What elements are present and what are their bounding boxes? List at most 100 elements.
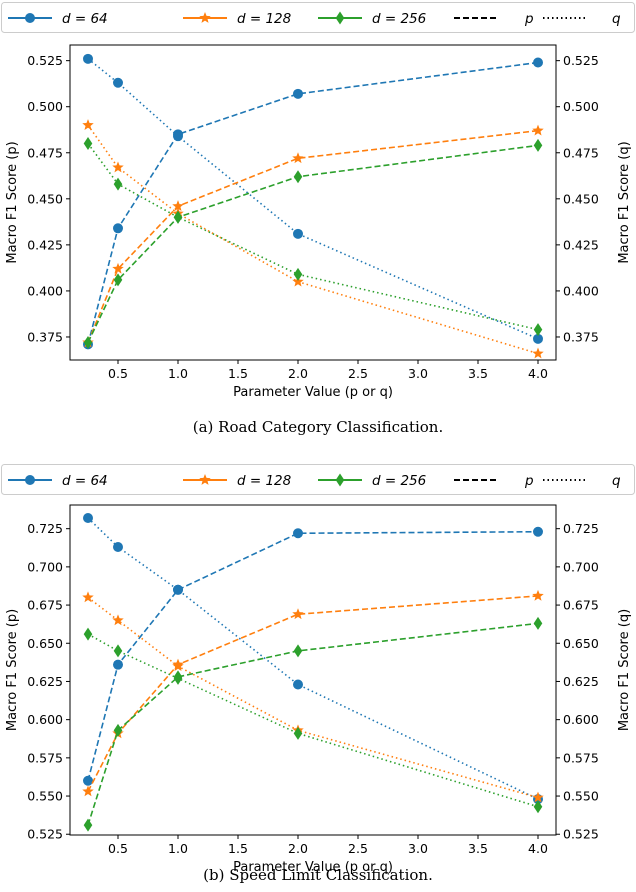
data-point: [83, 818, 93, 832]
y-left-tick-label: 0.525: [27, 53, 63, 68]
y-right-tick-label: 0.575: [563, 750, 599, 765]
legend-entry: d = 256: [318, 473, 426, 489]
series-line: [87, 622, 539, 826]
legend-entry: p: [454, 473, 534, 489]
y-right-tick-label: 0.525: [563, 827, 599, 842]
figure-caption: (b) Speed Limit Classification.: [203, 866, 433, 884]
y-right-tick-label: 0.425: [563, 237, 599, 252]
legend-entry: d = 128: [183, 11, 291, 27]
y-right-tick-label: 0.700: [563, 559, 599, 574]
series: [83, 526, 543, 786]
series-line: [87, 530, 539, 781]
x-tick-label: 3.0: [408, 366, 428, 381]
y-left-tick-label: 0.575: [27, 750, 63, 765]
y-left-tick-label: 0.700: [27, 559, 63, 574]
series-line: [87, 633, 539, 808]
data-point: [83, 512, 93, 523]
legend-label-text: d = 64: [62, 473, 108, 489]
data-point: [113, 644, 123, 658]
legend-entry: d = 128: [183, 473, 291, 489]
data-point: [173, 584, 183, 595]
data-point: [113, 659, 123, 670]
y-right-tick-label: 0.525: [563, 53, 599, 68]
data-point: [293, 679, 303, 690]
data-point: [292, 275, 304, 287]
y-left-tick-label: 0.550: [27, 789, 63, 804]
data-point: [83, 336, 93, 349]
x-tick-label: 4.0: [528, 366, 548, 381]
legend-entry: d = 64: [8, 473, 108, 489]
x-tick-label: 3.5: [468, 366, 488, 381]
y-right-tick-label: 0.450: [563, 191, 599, 206]
series-line: [87, 61, 539, 345]
data-point: [533, 138, 543, 152]
legend-entry: q: [543, 11, 621, 27]
legend-label-text: q: [612, 11, 621, 27]
y-left-tick-label: 0.675: [27, 598, 63, 613]
data-point: [533, 323, 543, 337]
data-point: [113, 77, 123, 88]
series-line: [87, 129, 539, 343]
series: [83, 627, 543, 814]
data-point: [533, 616, 543, 630]
y-left-tick-label: 0.400: [27, 283, 63, 298]
y-left-tick-label: 0.375: [27, 329, 63, 344]
x-tick-label: 2.5: [348, 841, 368, 856]
series: [83, 53, 543, 344]
data-point: [82, 591, 94, 603]
y-right-tick-label: 0.725: [563, 521, 599, 536]
y-right-tick-label: 0.475: [563, 145, 599, 160]
series-line: [87, 144, 539, 343]
data-point: [83, 137, 93, 151]
legend-label-text: d = 256: [372, 11, 426, 27]
y-left-tick-label: 0.600: [27, 712, 63, 727]
y-axis-label-right: Macro F1 Score (q): [617, 609, 632, 731]
series: [83, 512, 543, 805]
data-point: [173, 210, 183, 224]
y-left-tick-label: 0.725: [27, 521, 63, 536]
legend-entry: d = 256: [318, 11, 426, 27]
y-left-tick-label: 0.475: [27, 145, 63, 160]
data-point: [83, 53, 93, 64]
data-point: [172, 660, 184, 672]
legend-marker: [199, 12, 211, 23]
legend-label-text: d = 64: [62, 11, 108, 27]
legend-marker: [25, 13, 35, 23]
data-point: [533, 526, 543, 537]
x-axis-label: Parameter Value (p or q): [233, 860, 393, 875]
y-right-tick-label: 0.675: [563, 598, 599, 613]
y-right-tick-label: 0.600: [563, 712, 599, 727]
x-tick-label: 3.0: [408, 841, 428, 856]
data-point: [292, 608, 304, 620]
legend-b: d = 64 d = 128 d = 256 p q: [1, 464, 635, 495]
x-tick-label: 0.5: [108, 366, 128, 381]
data-point: [113, 223, 123, 234]
series: [83, 616, 543, 832]
x-tick-label: 1.5: [228, 841, 248, 856]
series-line: [87, 143, 539, 331]
series: [82, 589, 544, 797]
series: [82, 119, 544, 359]
plot-frame: [69, 44, 557, 361]
y-left-tick-label: 0.650: [27, 636, 63, 651]
data-point: [113, 723, 123, 737]
data-point: [293, 267, 303, 281]
series-line: [87, 517, 539, 800]
figure-caption: (a) Road Category Classification.: [193, 418, 443, 436]
data-point: [293, 726, 303, 740]
legend-a: d = 64 d = 128 d = 256 p q: [1, 2, 635, 33]
data-point: [83, 627, 93, 641]
y-axis-label-right: Macro F1 Score (q): [617, 141, 632, 263]
legend-marker: [335, 473, 345, 487]
legend-label-text: d = 128: [237, 11, 291, 27]
x-axis-label: Parameter Value (p or q): [233, 385, 393, 400]
data-point: [293, 644, 303, 658]
y-right-tick-label: 0.650: [563, 636, 599, 651]
panel-a: 0.5 1.0 1.5 2.0 2.5 3.0 3.5 4.0 0.375 0.375 0.400 0…: [5, 44, 632, 436]
y-left-tick-label: 0.625: [27, 674, 63, 689]
y-left-tick-label: 0.500: [27, 99, 63, 114]
series: [83, 137, 543, 337]
legend-marker: [335, 11, 345, 25]
legend-marker: [25, 475, 35, 485]
